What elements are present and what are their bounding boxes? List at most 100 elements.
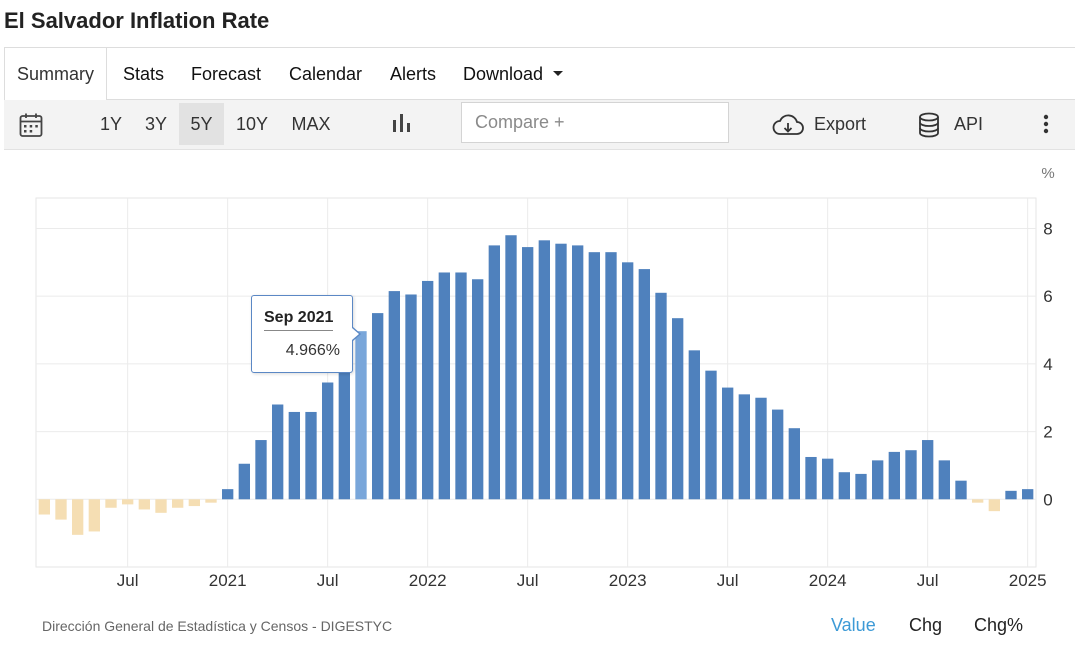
bar-2021-03[interactable] bbox=[255, 440, 267, 500]
bar-2023-04[interactable] bbox=[672, 318, 684, 500]
tab-summary[interactable]: Summary bbox=[4, 48, 108, 102]
tab-download[interactable]: Download bbox=[463, 48, 564, 100]
bar-2022-09[interactable] bbox=[555, 243, 567, 500]
bar-2021-01[interactable] bbox=[222, 489, 234, 500]
bar-2022-08[interactable] bbox=[538, 240, 550, 500]
bar-2024-10[interactable] bbox=[972, 499, 984, 503]
bar-2023-09[interactable] bbox=[755, 397, 767, 500]
bar-2022-07[interactable] bbox=[522, 247, 534, 500]
value-tab[interactable]: Value bbox=[831, 615, 876, 635]
bar-2024-12[interactable] bbox=[1005, 490, 1017, 500]
tab-forecast[interactable]: Forecast bbox=[191, 64, 262, 84]
plot-border bbox=[35, 197, 1037, 568]
bar-2023-08[interactable] bbox=[738, 394, 750, 500]
bar-2020-08[interactable] bbox=[138, 499, 150, 510]
bar-2024-08[interactable] bbox=[938, 460, 950, 500]
more-vertical-icon[interactable] bbox=[1043, 114, 1049, 134]
tab-download-label: Download bbox=[463, 64, 544, 84]
bar-2021-10[interactable] bbox=[372, 313, 384, 500]
chart-area: 0 2 4 6 8 Jul 2021 Jul 2022 Jul 2023 Jul 2024 Jul 202… bbox=[0, 150, 1075, 610]
bar-2023-01[interactable] bbox=[622, 262, 634, 500]
bar-2022-06[interactable] bbox=[505, 235, 517, 500]
bar-2022-01[interactable] bbox=[422, 280, 434, 500]
tab-calendar[interactable]: Calendar bbox=[289, 64, 363, 84]
bar-2024-09[interactable] bbox=[955, 480, 967, 500]
range-5y-button[interactable]: 5Y bbox=[179, 103, 224, 145]
bar-2020-04[interactable] bbox=[72, 499, 84, 535]
bar-2024-02[interactable] bbox=[838, 472, 850, 500]
bar-2023-02[interactable] bbox=[638, 269, 650, 500]
x-tick-label: Jul bbox=[117, 571, 139, 590]
bar-2020-11[interactable] bbox=[188, 499, 200, 507]
bar-2024-01[interactable] bbox=[822, 458, 834, 500]
bar-2022-11[interactable] bbox=[588, 252, 600, 500]
tooltip-arrow-inner bbox=[352, 328, 359, 340]
bar-2022-03[interactable] bbox=[455, 272, 467, 500]
range-max-button[interactable]: MAX bbox=[291, 114, 331, 134]
bar-2021-11[interactable] bbox=[388, 291, 400, 500]
chart-toolbar: 1Y 3Y 5Y 10Y MAX Export API bbox=[4, 100, 1075, 150]
bar-2021-02[interactable] bbox=[238, 463, 250, 500]
export-button[interactable]: Export bbox=[770, 103, 872, 145]
bar-2022-02[interactable] bbox=[438, 272, 450, 500]
bar-2021-04[interactable] bbox=[272, 404, 284, 500]
bar-2024-06[interactable] bbox=[905, 450, 917, 500]
chart-tooltip: Sep 2021 4.966% bbox=[251, 295, 353, 373]
chg-tab[interactable]: Chg bbox=[909, 615, 943, 635]
bar-2024-04[interactable] bbox=[872, 460, 884, 500]
bar-2022-12[interactable] bbox=[605, 252, 617, 500]
tab-stats[interactable]: Stats bbox=[123, 64, 165, 84]
bar-2025-01[interactable] bbox=[1022, 489, 1034, 500]
bar-2020-09[interactable] bbox=[155, 499, 167, 513]
compare-input[interactable] bbox=[461, 102, 729, 143]
bar-2022-05[interactable] bbox=[488, 245, 500, 500]
y-tick-label: 6 bbox=[1043, 287, 1052, 306]
bar-2020-06[interactable] bbox=[105, 499, 117, 508]
bar-2023-07[interactable] bbox=[722, 387, 734, 500]
bar-2023-03[interactable] bbox=[655, 292, 667, 500]
bar-2022-04[interactable] bbox=[472, 279, 484, 500]
bar-2023-10[interactable] bbox=[772, 409, 784, 500]
calendar-icon[interactable] bbox=[19, 112, 43, 138]
bar-2022-10[interactable] bbox=[572, 245, 584, 500]
chg-percent-tab[interactable]: Chg% bbox=[974, 615, 1024, 635]
range-3y-button[interactable]: 3Y bbox=[144, 114, 168, 134]
bar-2021-08[interactable] bbox=[338, 357, 350, 500]
bar-2023-05[interactable] bbox=[688, 350, 700, 500]
bar-2024-11[interactable] bbox=[988, 499, 1000, 512]
api-label: API bbox=[954, 114, 984, 134]
bar-chart-icon[interactable] bbox=[392, 113, 412, 133]
x-tick-label: 2024 bbox=[809, 571, 847, 590]
bar-2020-02[interactable] bbox=[38, 499, 50, 515]
x-tick-label: 2022 bbox=[409, 571, 447, 590]
tab-alerts[interactable]: Alerts bbox=[390, 64, 437, 84]
y-tick-labels: 0 2 4 6 8 bbox=[1043, 219, 1052, 509]
bar-2020-10[interactable] bbox=[172, 499, 184, 508]
bar-2020-12[interactable] bbox=[205, 499, 217, 503]
y-tick-label: 0 bbox=[1043, 490, 1052, 509]
y-unit-label: % bbox=[1041, 165, 1054, 182]
bar-2020-07[interactable] bbox=[122, 499, 134, 505]
bar-2024-05[interactable] bbox=[888, 451, 900, 500]
bar-2021-07[interactable] bbox=[322, 382, 334, 500]
bar-2023-12[interactable] bbox=[805, 456, 817, 500]
bar-2024-07[interactable] bbox=[922, 440, 934, 500]
bar-2023-06[interactable] bbox=[705, 370, 717, 500]
x-tick-label: 2021 bbox=[209, 571, 247, 590]
bar-2023-11[interactable] bbox=[788, 428, 800, 500]
y-tick-label: 4 bbox=[1043, 355, 1052, 374]
bar-2020-03[interactable] bbox=[55, 499, 67, 520]
bar-2021-12[interactable] bbox=[405, 294, 417, 500]
x-tick-label: Jul bbox=[917, 571, 939, 590]
y-tick-label: 8 bbox=[1043, 219, 1052, 238]
range-1y-button[interactable]: 1Y bbox=[99, 114, 123, 134]
x-tick-label: 2023 bbox=[609, 571, 647, 590]
bar-2021-05[interactable] bbox=[288, 411, 300, 500]
x-tick-labels: Jul 2021 Jul 2022 Jul 2023 Jul 2024 Jul 2025 bbox=[117, 571, 1047, 590]
bar-2021-09[interactable] bbox=[355, 331, 367, 500]
bar-2021-06[interactable] bbox=[305, 411, 317, 500]
bar-2020-05[interactable] bbox=[88, 499, 100, 532]
bar-2024-03[interactable] bbox=[855, 473, 867, 500]
range-10y-button[interactable]: 10Y bbox=[235, 114, 269, 134]
api-button[interactable]: API bbox=[916, 103, 996, 145]
